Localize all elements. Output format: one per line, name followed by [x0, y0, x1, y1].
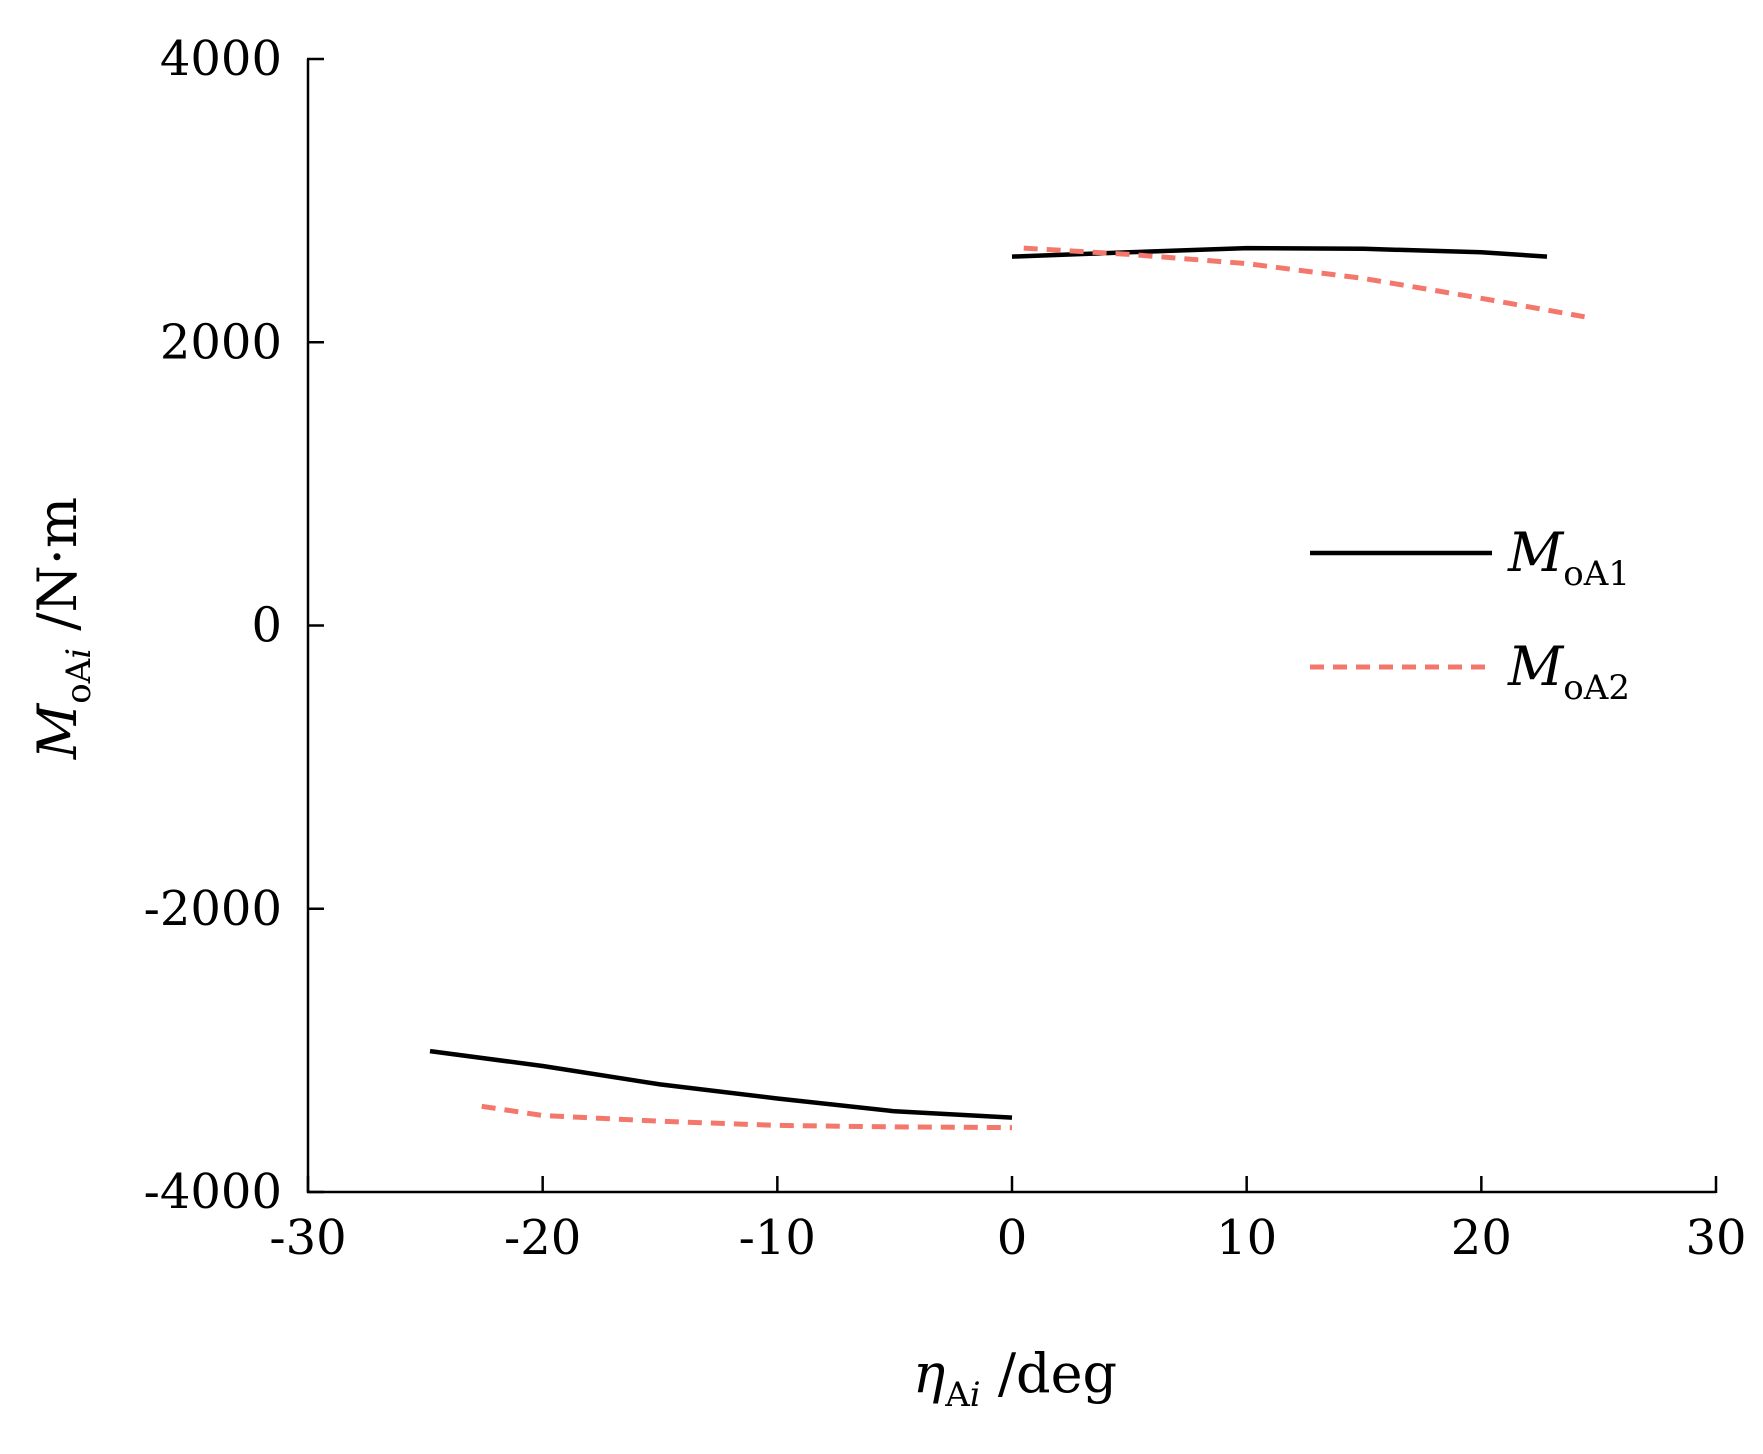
y-tick-label: 4000: [160, 31, 282, 87]
y-axis-title: MoAi /N·m: [26, 497, 99, 760]
x-tick-label: -30: [269, 1210, 346, 1266]
series-line-m-oa2-segment-1: [481, 1103, 1013, 1131]
y-tick-label: 2000: [160, 314, 282, 370]
legend-label-1: MoA1: [1507, 521, 1630, 594]
y-tick-label: 0: [251, 598, 282, 654]
series-line-m-oa1-segment-2: [1011, 245, 1548, 259]
x-tick-label: -20: [504, 1210, 581, 1266]
legend-label-2: MoA2: [1507, 635, 1630, 708]
x-tick-label: -10: [739, 1210, 816, 1266]
axes: -4000 -2000 0 2000 4000 -30 -20 -10 0 10 20 30: [144, 31, 1747, 1266]
y-tick-label: -4000: [144, 1164, 282, 1220]
series-layer: [429, 245, 1586, 1131]
x-tick-label: 10: [1216, 1210, 1277, 1266]
x-axis-title: ηAi /deg: [913, 1342, 1117, 1415]
x-tick-label: 30: [1685, 1210, 1746, 1266]
series-line-m-oa1-segment-1: [429, 1048, 1013, 1120]
x-tick-label: 0: [997, 1210, 1028, 1266]
legend: MoA1 MoA2: [1310, 521, 1630, 708]
series-line-m-oa2-segment-2: [1023, 245, 1586, 320]
y-tick-label: -2000: [144, 881, 282, 937]
axis-labels: ηAi /deg MoAi /N·m: [26, 497, 1117, 1415]
x-tick-label: 20: [1451, 1210, 1512, 1266]
